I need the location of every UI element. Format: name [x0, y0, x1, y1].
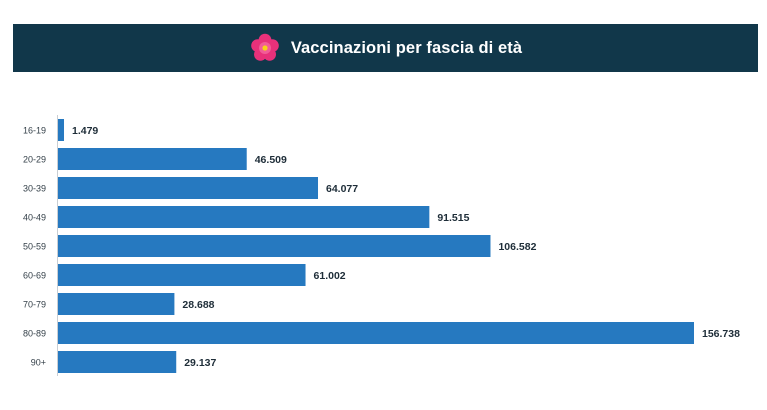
category-label: 70-79: [23, 300, 46, 310]
bar-60-69: [58, 264, 306, 286]
value-label: 1.479: [72, 125, 98, 137]
value-label: 46.509: [255, 154, 287, 166]
header-content: Vaccinazioni per fascia di età: [249, 32, 522, 64]
bar-20-29: [58, 148, 247, 170]
bars-group: [58, 119, 694, 373]
category-label: 30-39: [23, 184, 46, 194]
category-label: 50-59: [23, 242, 46, 252]
bar-50-59: [58, 235, 491, 257]
category-label: 40-49: [23, 213, 46, 223]
category-label: 16-19: [23, 126, 46, 136]
value-label: 61.002: [314, 270, 346, 282]
bar-30-39: [58, 177, 319, 199]
value-label: 106.582: [498, 241, 536, 253]
value-label: 29.137: [184, 357, 216, 369]
value-label: 91.515: [437, 212, 469, 224]
value-label: 156.738: [702, 328, 740, 340]
bar-80-89: [58, 322, 694, 344]
bar-90+: [58, 351, 177, 373]
category-label: 90+: [31, 358, 46, 368]
value-labels-group: 1.479 46.509 64.077 91.515 106.582 61.002 28.6…: [72, 125, 740, 369]
bar-40-49: [58, 206, 430, 228]
chart-title: Vaccinazioni per fascia di età: [290, 38, 523, 57]
category-labels-group: 16-19 20-29 30-39 40-49 50-59 60-69 70-79 80-89…: [23, 126, 46, 368]
flower-icon: [251, 33, 279, 61]
bar-16-19: [58, 119, 65, 141]
category-label: 60-69: [23, 271, 46, 281]
bar-70-79: [58, 293, 175, 315]
value-label: 28.688: [182, 299, 214, 311]
value-label: 64.077: [326, 183, 358, 195]
category-label: 80-89: [23, 329, 46, 339]
chart-header: Vaccinazioni per fascia di età: [13, 24, 758, 72]
category-label: 20-29: [23, 155, 46, 165]
